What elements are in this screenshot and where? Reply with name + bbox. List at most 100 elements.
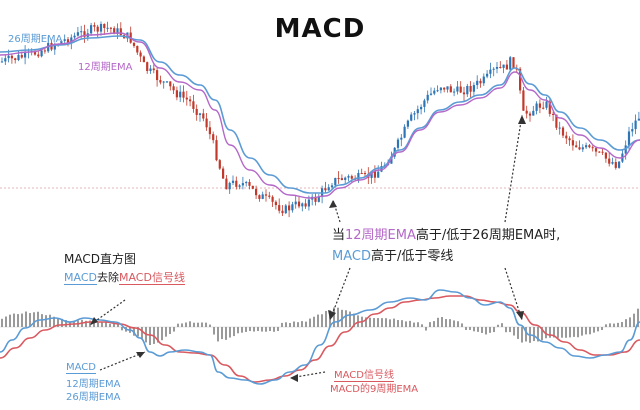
histogram-bar xyxy=(405,321,407,327)
histogram-bar xyxy=(553,327,555,338)
histogram-bar xyxy=(309,318,311,327)
candle-up xyxy=(0,61,4,63)
candle-up xyxy=(456,86,459,92)
histogram-bar xyxy=(141,327,143,339)
candle-down xyxy=(571,140,574,146)
histogram-bar xyxy=(9,314,11,327)
candle-up xyxy=(426,94,429,101)
candle-up xyxy=(489,69,492,74)
histogram-bar xyxy=(85,320,87,327)
histogram-bar xyxy=(213,327,215,335)
histogram-bar xyxy=(17,314,19,327)
candle-up xyxy=(396,139,400,148)
candle-up xyxy=(436,90,439,92)
candle-down xyxy=(222,168,225,179)
candle-up xyxy=(70,37,73,44)
histogram-bar xyxy=(113,323,115,327)
candle-up xyxy=(198,113,202,115)
candle-down xyxy=(512,57,515,69)
candle-up xyxy=(631,129,634,132)
candle-down xyxy=(235,180,238,187)
candle-down xyxy=(264,194,268,196)
candle-down xyxy=(205,118,208,128)
histogram-bar xyxy=(105,322,107,327)
histogram-bar xyxy=(629,317,631,327)
histogram-bar xyxy=(249,327,251,332)
candle-up xyxy=(307,199,310,207)
histogram-bar xyxy=(269,327,271,332)
histogram-bar xyxy=(93,322,95,327)
histogram-bar xyxy=(101,321,103,327)
arrow-macd-legend xyxy=(99,351,146,371)
candle-up xyxy=(357,173,360,180)
arrow-heads xyxy=(90,115,526,382)
candle-down xyxy=(83,31,86,37)
candle-down xyxy=(10,55,13,59)
histogram-bar xyxy=(389,319,391,327)
histogram-bar xyxy=(293,321,295,327)
note-macd: MACD xyxy=(332,249,371,264)
histogram-bar xyxy=(617,322,619,327)
candle-up xyxy=(149,68,152,72)
candle-down xyxy=(142,56,145,63)
candle-up xyxy=(63,39,66,41)
histogram-bar xyxy=(433,321,435,327)
histogram-bar xyxy=(589,327,591,335)
candle-up xyxy=(330,185,334,188)
histogram-bar xyxy=(417,322,419,327)
histogram-bar xyxy=(193,322,195,327)
histogram-bar xyxy=(189,321,191,327)
candle-down xyxy=(608,158,611,164)
candle-down xyxy=(561,127,565,136)
histogram-bar xyxy=(169,327,171,334)
candle-up xyxy=(495,67,499,69)
candle-up xyxy=(7,55,10,59)
histogram-bar xyxy=(245,327,247,332)
histogram-bar xyxy=(449,319,451,327)
histogram-bar xyxy=(285,322,287,327)
histogram-bar xyxy=(277,327,279,332)
candle-up xyxy=(581,147,584,150)
candle-down xyxy=(297,201,301,207)
histogram-bar xyxy=(413,322,415,327)
candle-down xyxy=(189,99,192,102)
legend-signal: MACD信号线 xyxy=(334,370,394,382)
legend-signal-definition: MACD的9周期EMA xyxy=(330,384,419,395)
arrow-hist-low xyxy=(89,299,126,326)
candle-down xyxy=(443,87,446,90)
candle-down xyxy=(192,101,195,109)
histogram-bar xyxy=(21,313,23,327)
candle-down xyxy=(274,201,277,206)
candle-up xyxy=(429,93,433,95)
ema12-line xyxy=(0,32,640,199)
histogram-bar xyxy=(181,323,183,327)
arrow-macd-zero-cross-left xyxy=(329,267,351,321)
histogram-bar xyxy=(517,327,519,339)
candle-up xyxy=(585,145,588,148)
candle-down xyxy=(337,178,340,180)
chart-title: MACD xyxy=(274,14,366,44)
legend-ema12: 12周期EMA xyxy=(66,379,121,390)
histogram-bar xyxy=(561,327,563,338)
candle-down xyxy=(96,26,99,32)
candle-up xyxy=(294,201,297,205)
candle-up xyxy=(4,58,7,62)
macd-sub-macd: MACD xyxy=(64,271,97,285)
histogram-bar xyxy=(229,327,231,338)
candle-up xyxy=(238,185,241,187)
histogram-bar xyxy=(337,307,339,327)
candle-down xyxy=(360,173,363,175)
histogram-bar xyxy=(453,320,455,327)
histogram-bar xyxy=(353,313,355,327)
candle-down xyxy=(281,210,284,214)
histogram-bar xyxy=(265,327,267,332)
histogram-bar xyxy=(569,327,571,338)
histogram-bar xyxy=(25,311,27,327)
histogram-bar xyxy=(173,327,175,332)
candle-down xyxy=(271,196,274,202)
candle-down xyxy=(594,148,598,152)
candle-down xyxy=(552,113,555,115)
histogram-bar xyxy=(205,322,207,327)
candle-down xyxy=(14,58,17,61)
candle-up xyxy=(24,51,27,58)
